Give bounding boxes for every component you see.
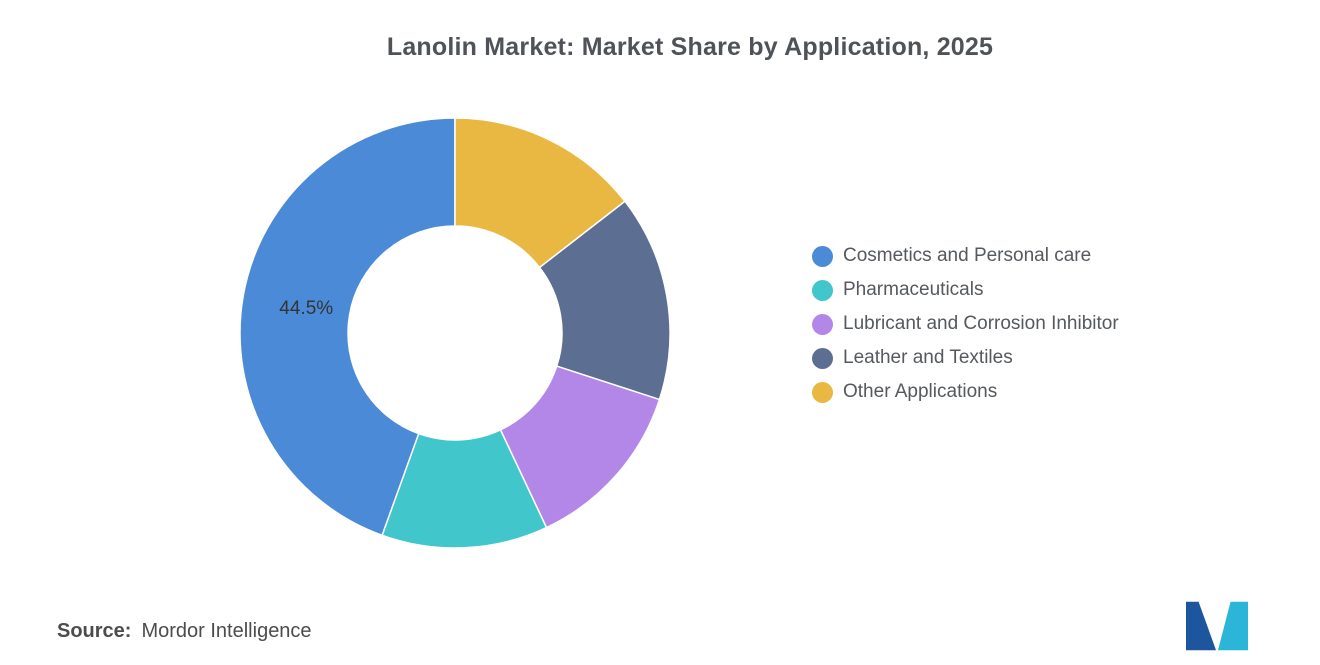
legend-swatch-icon (812, 347, 833, 369)
legend-label: Pharmaceuticals (843, 279, 984, 300)
legend-item-2[interactable]: Lubricant and Corrosion Inhibitor (812, 313, 1119, 335)
pie-slice-3[interactable] (538, 200, 671, 401)
source-text: Mordor Intelligence (141, 620, 312, 642)
source-label: Source: (57, 620, 132, 642)
legend-item-0[interactable]: Cosmetics and Personal care (812, 245, 1119, 267)
mordor-intelligence-logo-icon (1186, 601, 1248, 651)
pie-slice-4[interactable] (454, 117, 626, 269)
legend-item-4[interactable]: Other Applications (812, 381, 1119, 403)
legend: Cosmetics and Personal care Pharmaceutica… (812, 245, 1119, 403)
legend-swatch-icon (812, 245, 833, 267)
legend-swatch-icon (812, 313, 833, 335)
legend-label: Cosmetics and Personal care (843, 245, 1092, 266)
legend-label: Lubricant and Corrosion Inhibitor (843, 313, 1119, 334)
donut-chart: 44.5% (239, 117, 671, 549)
chart-title: Lanolin Market: Market Share by Applicat… (386, 33, 994, 61)
legend-label: Leather and Textiles (843, 347, 1013, 368)
legend-swatch-icon (812, 279, 833, 301)
legend-label: Other Applications (843, 381, 998, 402)
pie-slice-0[interactable] (239, 117, 456, 537)
legend-item-1[interactable]: Pharmaceuticals (812, 279, 1119, 301)
source-line: Source: Mordor Intelligence (57, 620, 312, 643)
slice-data-label: 44.5% (279, 298, 333, 319)
legend-swatch-icon (812, 381, 833, 403)
legend-item-3[interactable]: Leather and Textiles (812, 347, 1119, 369)
